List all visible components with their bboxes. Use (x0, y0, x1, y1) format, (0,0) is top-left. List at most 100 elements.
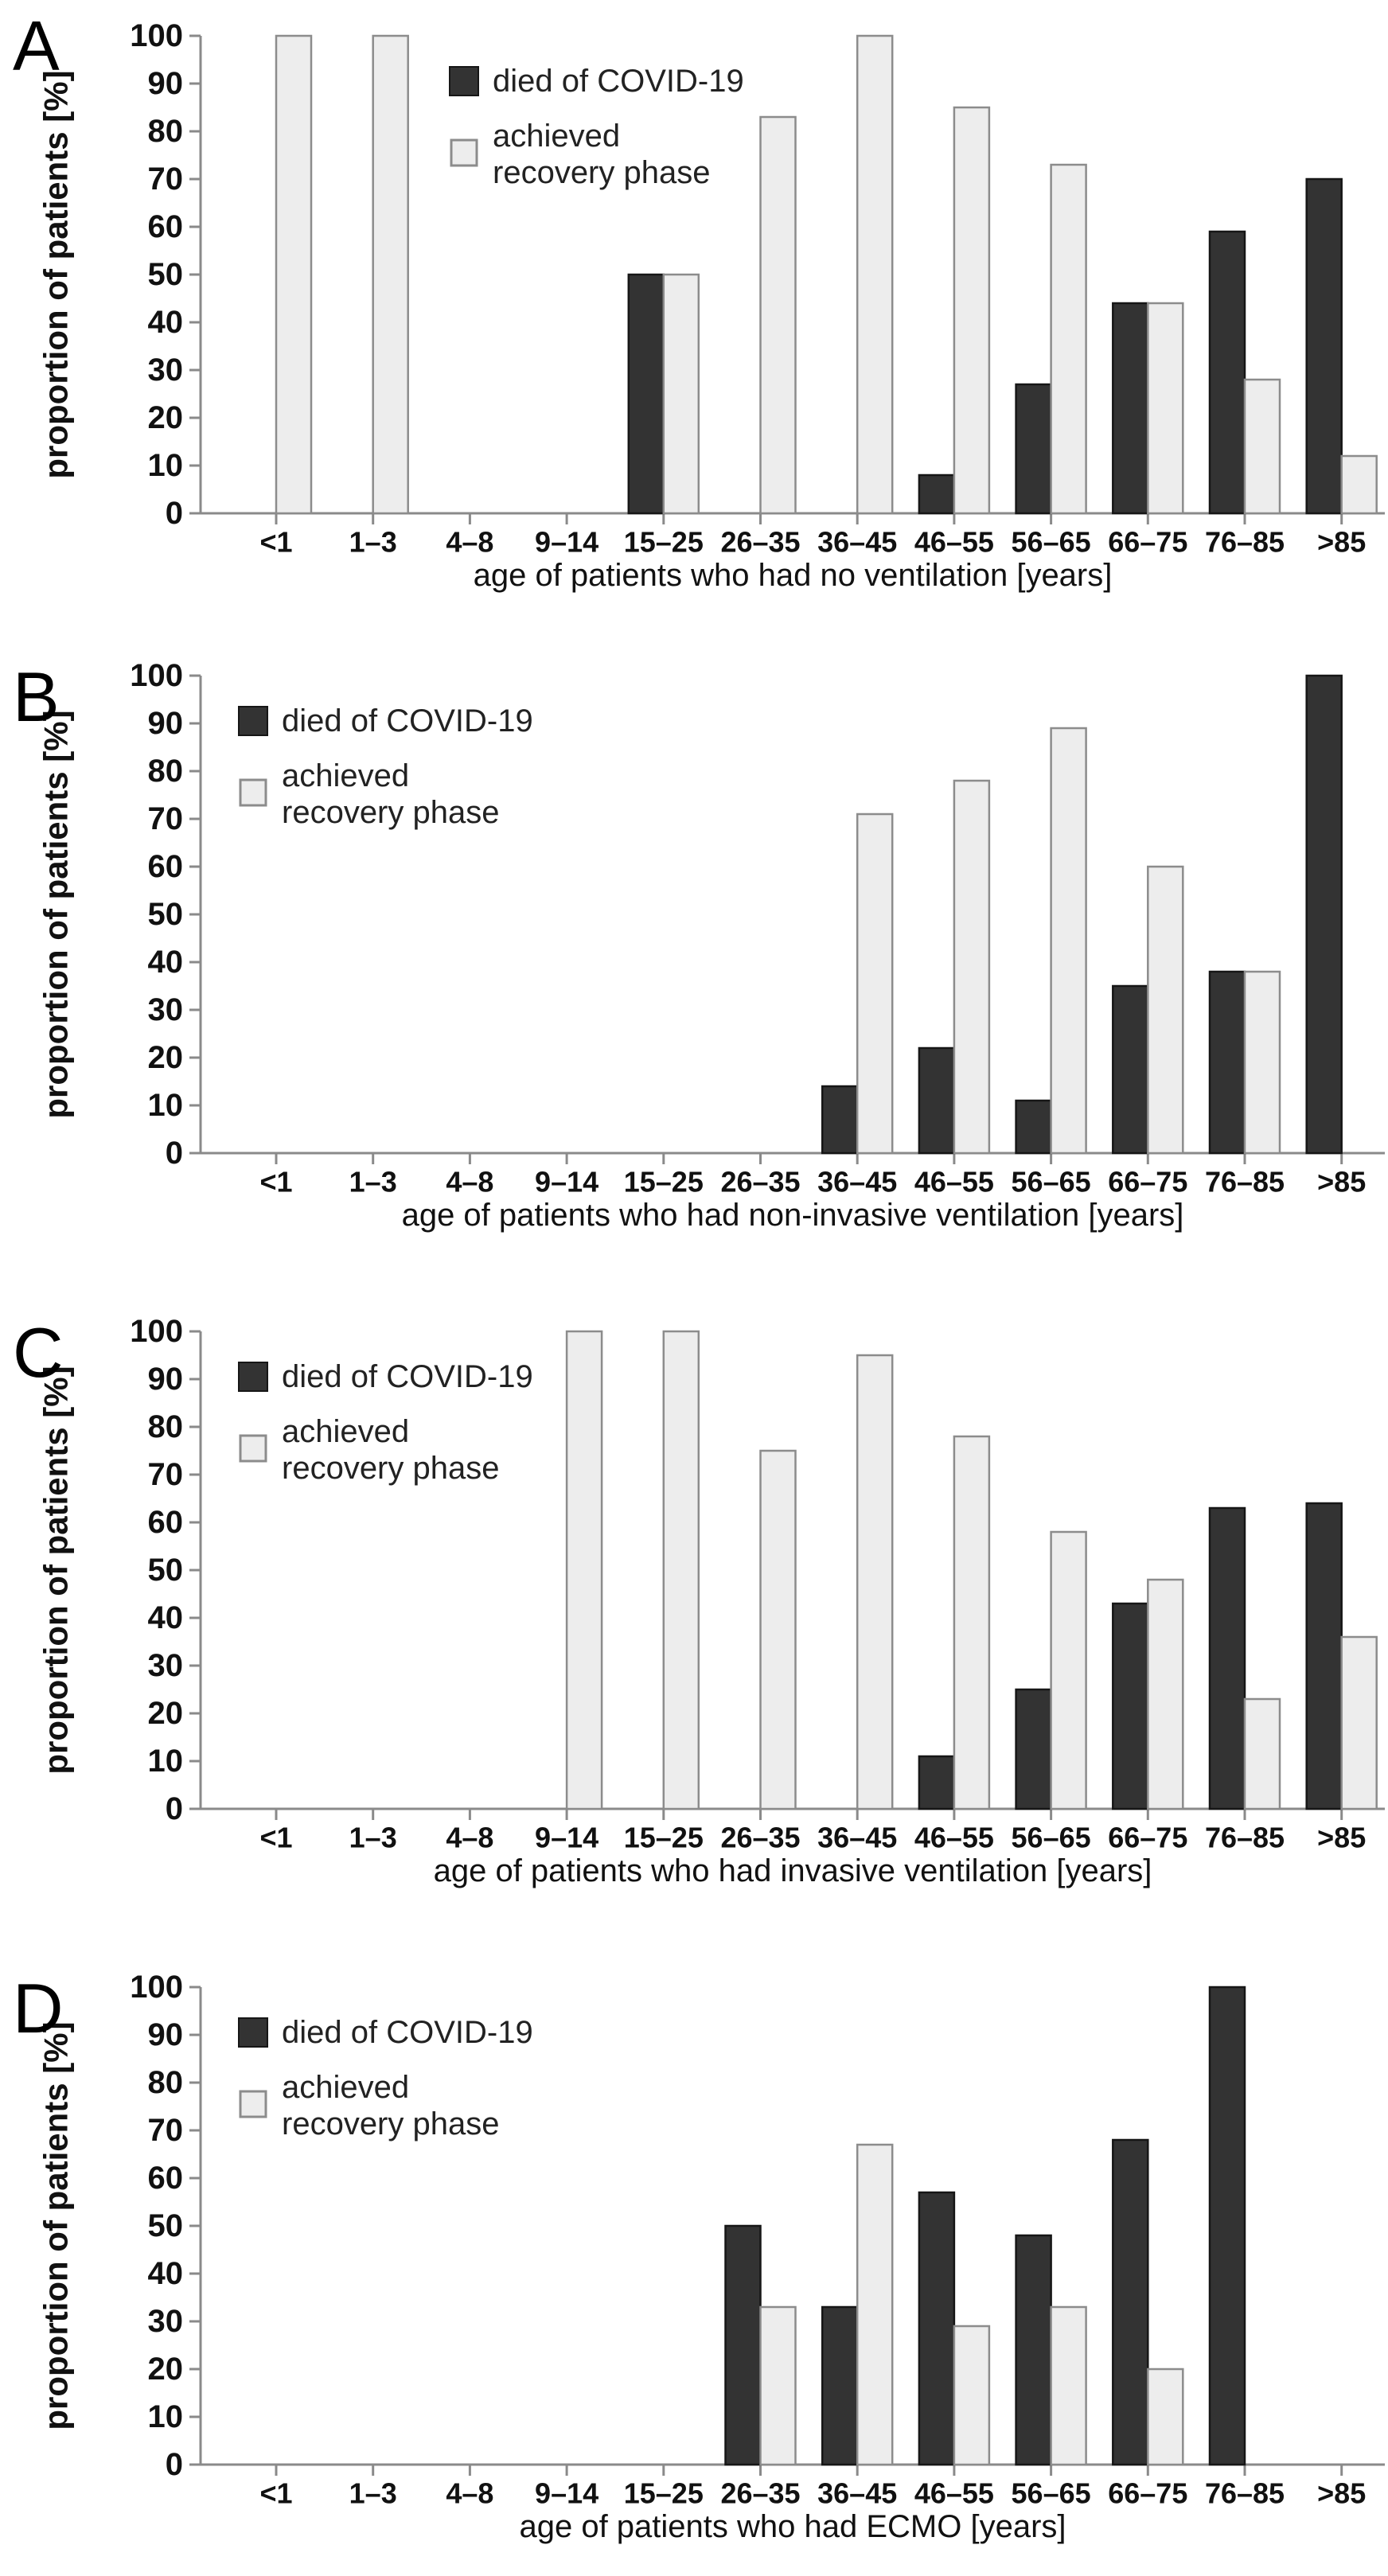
panel-b-y-tick-label: 50 (148, 897, 184, 932)
panel-a-y-tick-label: 40 (148, 305, 184, 340)
panel-c-legend-recovered-swatch (239, 1434, 267, 1463)
panel-c-legend-died-label: died of COVID-19 (282, 1359, 533, 1394)
panel-d-x-tick-label: 76–85 (1205, 2477, 1285, 2510)
panel-c-recovered-bar-36–45 (856, 1354, 894, 1810)
panel-b-recovered-bar-76–85 (1243, 970, 1281, 1155)
panel-b-x-tick-label: >85 (1317, 1166, 1366, 1198)
panel-c-x-tick-label: 66–75 (1108, 1822, 1187, 1854)
panel-c-y-tick-label: 0 (166, 1791, 183, 1826)
panel-d-x-tick-label: 56–65 (1012, 2477, 1091, 2510)
panel-c-died-bar->85 (1305, 1502, 1343, 1810)
panel-c-recovered-bar-15–25 (662, 1330, 700, 1810)
panel-c-x-tick-label: 56–65 (1012, 1822, 1091, 1854)
panel-a-legend-recovered-label-line1: achieved (493, 119, 620, 154)
panel-a-recovered-bar-15–25 (662, 273, 700, 515)
panel-d-died-bar-66–75 (1112, 2138, 1149, 2466)
panel-d-y-tick-label: 40 (148, 2256, 184, 2291)
panel-d-x-tick-label: 26–35 (720, 2477, 800, 2510)
panel-d-recovered-bar-66–75 (1147, 2368, 1184, 2466)
panel-d-y-tick-label: 0 (166, 2447, 183, 2482)
panel-d-chart: 0 10 20 30 40 50 60 70 80 90 100 proportion of pati… (37, 1970, 1385, 2544)
panel-b-y-tick-label: 100 (130, 658, 183, 693)
panel-a-y-tick-label: 100 (130, 18, 183, 53)
panel-c-recovered-bar-26–35 (759, 1449, 797, 1810)
panel-a-x-tick-label: 9–14 (535, 526, 598, 559)
panel-b-letter: B (13, 657, 60, 736)
panel-c-legend-recovered-label-line1: achieved (282, 1414, 409, 1449)
panel-d-y-tick-label: 90 (148, 2017, 184, 2052)
panel-c-recovered-bar-66–75 (1147, 1578, 1184, 1810)
panel-c-x-tick-label: 36–45 (817, 1822, 897, 1854)
panel-a-y-tick-label: 80 (148, 114, 184, 149)
panel-d-y-axis-title: proportion of patients [%] (37, 2021, 75, 2430)
panel-b-y-tick-label: 0 (166, 1136, 183, 1171)
panel-a-x-tick-label: 76–85 (1205, 526, 1285, 559)
panel-c-x-tick-label: 4–8 (446, 1822, 493, 1854)
panel-a-x-tick-label: 36–45 (817, 526, 897, 559)
panel-a-x-tick-label: >85 (1317, 526, 1366, 559)
panel-d-recovered-bar-36–45 (856, 2143, 894, 2466)
panel-c-x-axis-title: age of patients who had invasive ventila… (434, 1853, 1152, 1888)
panel-c-legend-recovered-label-line2: recovery phase (282, 1451, 499, 1486)
panel-d-legend-recovered-label-line2: recovery phase (282, 2106, 499, 2141)
panel-a-died-bar-56–65 (1015, 383, 1052, 515)
panel-c-died-bar-66–75 (1112, 1602, 1149, 1810)
panel-d-recovered-bar-56–65 (1050, 2305, 1087, 2466)
panel-d: D 0 10 20 30 40 50 60 70 80 90 100 proportion of pa… (0, 1967, 1388, 2576)
panel-b-y-axis-title: proportion of patients [%] (37, 710, 75, 1118)
panel-c-y-tick-label: 10 (148, 1744, 184, 1779)
panel-a-x-tick-label: 26–35 (720, 526, 800, 559)
panel-c-x-tick-label: 15–25 (624, 1822, 704, 1854)
panel-b-x-tick-label: 36–45 (817, 1166, 897, 1198)
panel-a-x-tick-label: 66–75 (1108, 526, 1187, 559)
panel-d-died-bar-56–65 (1015, 2234, 1052, 2466)
panel-a-y-tick-label: 10 (148, 448, 184, 483)
panel-a-recovered-bar-36–45 (856, 34, 894, 515)
panel-b-y-tick-label: 20 (148, 1040, 184, 1075)
panel-d-y-tick-label: 80 (148, 2065, 184, 2100)
panel-c-died-bar-46–55 (918, 1755, 956, 1810)
panel-d-died-bar-46–55 (918, 2191, 956, 2466)
panel-a-recovered-bar-56–65 (1050, 163, 1087, 515)
panel-a-legend-recovered-label-line2: recovery phase (493, 155, 710, 190)
panel-a-recovered-bar-26–35 (759, 115, 797, 515)
panel-d-y-tick-label: 10 (148, 2399, 184, 2434)
panel-c-x-tick-label: <1 (259, 1822, 292, 1854)
panel-b-recovered-bar-36–45 (856, 813, 894, 1155)
panel-a-recovered-bar-<1 (275, 34, 313, 515)
panel-a-x-tick-label: 46–55 (914, 526, 994, 559)
panel-d-y-tick-label: 50 (148, 2208, 184, 2243)
panel-c-y-tick-label: 50 (148, 1553, 184, 1588)
panel-a-died-bar-46–55 (918, 474, 956, 515)
panel-b-y-tick-label: 30 (148, 992, 184, 1027)
panel-c-x-tick-label: 46–55 (914, 1822, 994, 1854)
panel-a-died-bar-15–25 (627, 273, 665, 515)
panel-b-x-tick-label: 76–85 (1205, 1166, 1285, 1198)
panel-c-recovered-bar-56–65 (1050, 1530, 1087, 1810)
panel-b-died-bar-56–65 (1015, 1099, 1052, 1155)
panel-c-x-tick-label: >85 (1317, 1822, 1366, 1854)
panel-d-x-tick-label: 9–14 (535, 2477, 598, 2510)
panel-b-y-tick-label: 60 (148, 849, 184, 884)
panel-d-y-tick-label: 70 (148, 2113, 184, 2148)
panel-c-recovered-bar-9–14 (565, 1330, 603, 1810)
panel-d-recovered-bar-46–55 (953, 2325, 991, 2466)
panel-b-y-tick-label: 10 (148, 1088, 184, 1123)
panel-a-chart: 0 10 20 30 40 50 60 70 80 90 100 proportion of pati… (37, 18, 1385, 593)
panel-d-y-tick-label: 30 (148, 2304, 184, 2339)
panel-b-recovered-bar-46–55 (953, 779, 991, 1155)
panel-d-letter: D (13, 1969, 64, 2048)
panel-a-y-tick-label: 70 (148, 162, 184, 197)
panel-b-x-tick-label: 66–75 (1108, 1166, 1187, 1198)
panel-d-legend-died-swatch (238, 2017, 268, 2048)
panel-b-legend-died-swatch (238, 706, 268, 736)
panel-a-y-tick-label: 20 (148, 400, 184, 435)
panel-a-x-tick-label: <1 (259, 526, 292, 559)
panel-c: C 0 10 20 30 40 50 60 70 80 90 100 proportion of pa… (0, 1311, 1388, 1967)
panel-b-died-bar-76–85 (1208, 970, 1246, 1155)
panel-c-y-axis-title: proportion of patients [%] (37, 1366, 75, 1774)
panel-a-died-bar-76–85 (1208, 230, 1246, 515)
panel-b-x-tick-label: 9–14 (535, 1166, 598, 1198)
panel-c-legend-died-swatch (238, 1362, 268, 1392)
